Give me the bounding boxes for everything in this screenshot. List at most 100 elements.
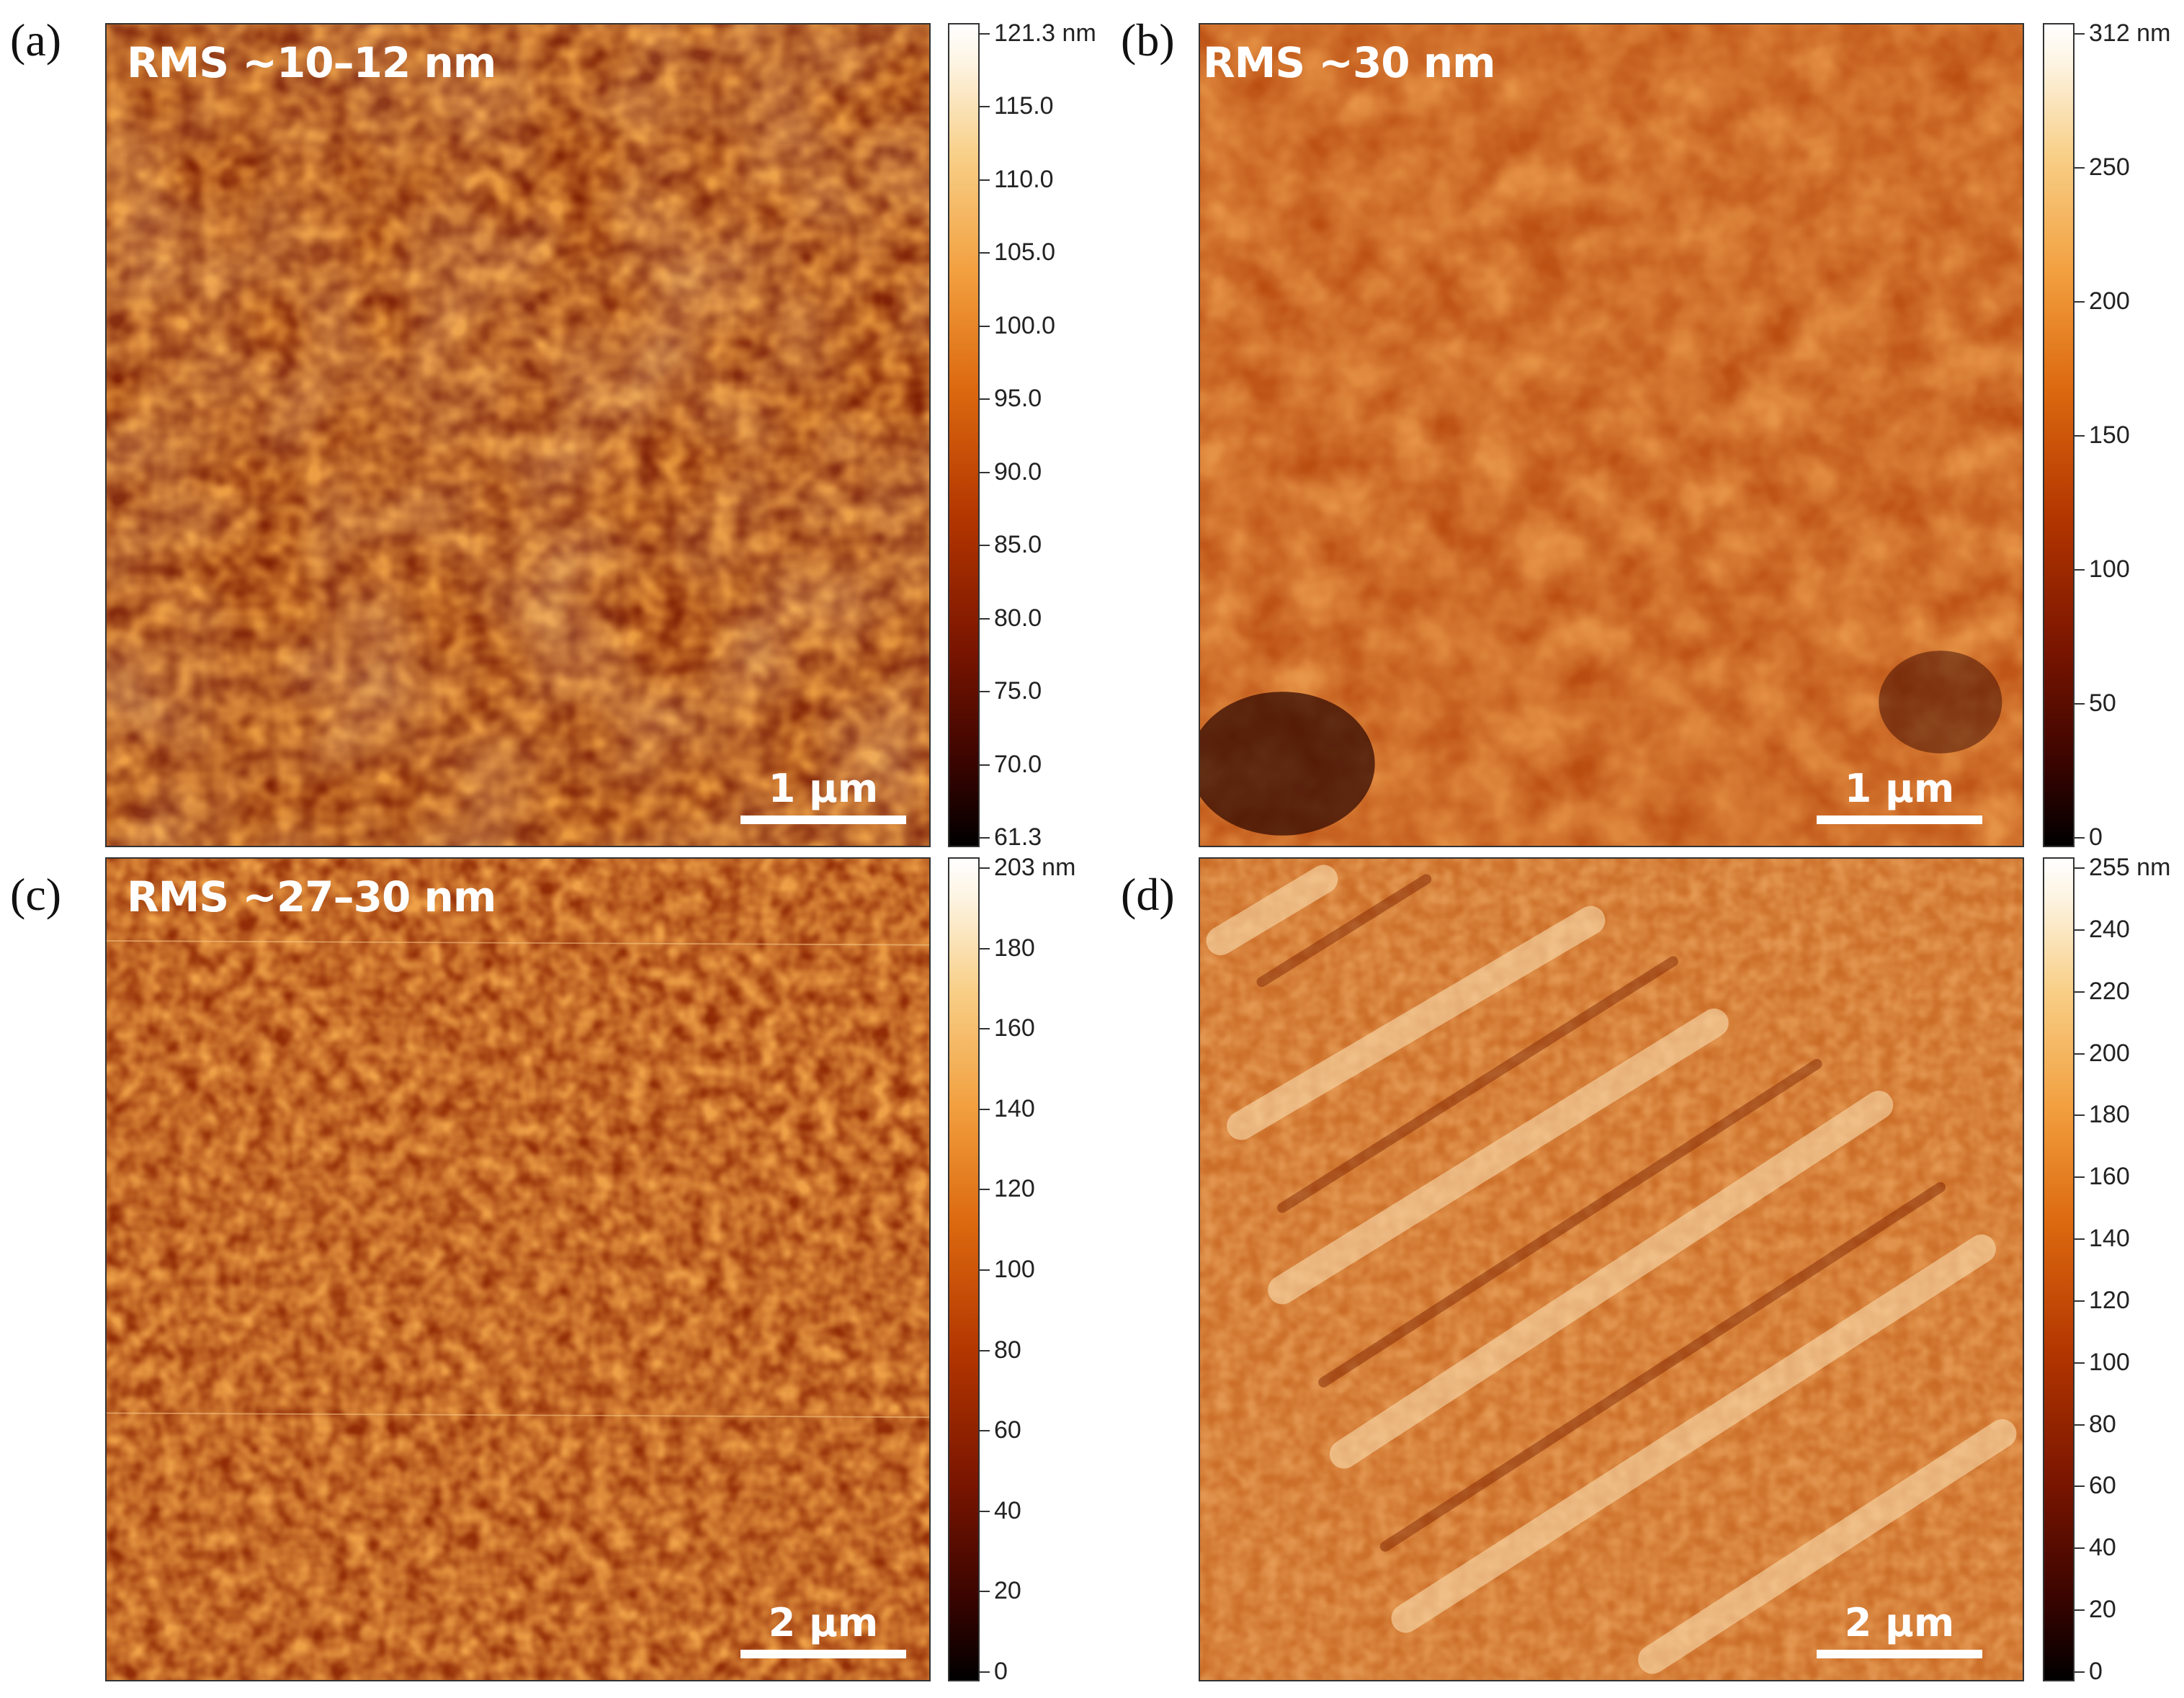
colorbar-tick-label: 180: [2089, 1101, 2130, 1129]
panel-b-letter: (b): [1121, 14, 1175, 66]
colorbar-tick-label: 121.3 nm: [994, 19, 1096, 47]
colorbar-tick-label: 80.0: [994, 604, 1042, 632]
panel-a-letter: (a): [10, 14, 62, 66]
rms-label-a: RMS ~10–12 nm: [127, 38, 496, 87]
colorbar-a: [948, 23, 980, 847]
scale-bar-b: [1817, 816, 1982, 824]
colorbar-tick-label: 115.0: [994, 92, 1054, 120]
colorbar-tick: [2075, 435, 2085, 437]
colorbar-tick-label: 140: [2089, 1225, 2130, 1253]
colorbar-tick: [980, 1591, 990, 1593]
afm-topography-d: [1200, 859, 2023, 1680]
colorbar-tick-label: 61.3: [994, 823, 1042, 851]
colorbar-tick: [2075, 301, 2085, 303]
colorbar-tick: [980, 179, 990, 181]
colorbar-tick: [980, 1430, 990, 1432]
colorbar-tick: [2075, 1547, 2085, 1550]
colorbar-tick: [980, 1269, 990, 1271]
colorbar-tick: [2075, 1362, 2085, 1364]
colorbar-b: [2043, 23, 2075, 847]
colorbar-tick: [980, 545, 990, 547]
colorbar-tick-label: 120: [2089, 1286, 2130, 1314]
rms-label-b: RMS ~30 nm: [1203, 38, 1496, 87]
colorbar-tick: [2075, 1238, 2085, 1241]
colorbar-tick: [980, 1189, 990, 1191]
colorbar-tick: [980, 471, 990, 473]
colorbar-tick: [2075, 1114, 2085, 1117]
colorbar-tick-label: 60: [994, 1416, 1021, 1444]
rms-label-c: RMS ~27–30 nm: [127, 872, 496, 921]
colorbar-tick-label: 203 nm: [994, 854, 1076, 881]
colorbar-d: [2043, 857, 2075, 1681]
scale-label-a: 1 μm: [768, 766, 879, 811]
colorbar-tick-label: 312 nm: [2089, 19, 2171, 47]
colorbar-tick-label: 40: [994, 1496, 1021, 1524]
colorbar-tick: [980, 617, 990, 620]
scale-label-b: 1 μm: [1844, 766, 1955, 811]
colorbar-tick-label: 140: [994, 1094, 1035, 1122]
colorbar-tick: [2075, 569, 2085, 571]
colorbar-tick-label: 200: [2089, 1039, 2130, 1067]
colorbar-tick-label: 100: [994, 1256, 1035, 1283]
colorbar-tick-label: 160: [994, 1014, 1035, 1042]
colorbar-tick-label: 100: [2089, 1348, 2130, 1376]
colorbar-tick: [2075, 929, 2085, 931]
colorbar-tick-label: 240: [2089, 915, 2130, 943]
afm-image-d: 2 μm: [1199, 857, 2024, 1681]
colorbar-tick-label: 95.0: [994, 385, 1042, 413]
colorbar-tick-label: 20: [2089, 1596, 2116, 1624]
colorbar-tick: [2075, 1176, 2085, 1179]
colorbar-tick-label: 150: [2089, 421, 2130, 449]
colorbar-tick: [2075, 1485, 2085, 1488]
colorbar-tick: [980, 325, 990, 327]
colorbar-tick: [2075, 837, 2085, 839]
scale-bar-d: [1817, 1650, 1982, 1658]
scale-bar-c: [740, 1650, 906, 1658]
colorbar-tick: [980, 867, 990, 869]
colorbar-tick: [980, 1510, 990, 1512]
colorbar-tick: [980, 33, 990, 35]
colorbar-tick: [2075, 1300, 2085, 1302]
colorbar-tick: [980, 1671, 990, 1673]
afm-image-b: RMS ~30 nm 1 μm: [1199, 23, 2024, 847]
colorbar-tick-label: 0: [2089, 823, 2103, 851]
colorbar-tick: [2075, 1053, 2085, 1055]
colorbar-tick-label: 200: [2089, 287, 2130, 315]
colorbar-tick: [2075, 1424, 2085, 1426]
colorbar-tick: [980, 947, 990, 949]
panel-c-letter: (c): [10, 869, 62, 920]
colorbar-tick-label: 250: [2089, 153, 2130, 181]
colorbar-tick-label: 160: [2089, 1163, 2130, 1191]
colorbar-tick-label: 40: [2089, 1534, 2116, 1562]
colorbar-tick-label: 0: [2089, 1658, 2103, 1685]
colorbar-tick: [2075, 1609, 2085, 1612]
colorbar-tick-label: 80: [2089, 1410, 2116, 1438]
colorbar-tick-label: 180: [994, 934, 1035, 962]
colorbar-tick: [980, 1349, 990, 1351]
panel-d-letter: (d): [1121, 869, 1175, 920]
colorbar-tick-label: 70.0: [994, 750, 1042, 778]
colorbar-tick: [980, 398, 990, 401]
colorbar-tick-label: 60: [2089, 1472, 2116, 1500]
colorbar-tick-label: 105.0: [994, 238, 1056, 267]
colorbar-tick: [980, 837, 990, 839]
colorbar-c: [948, 857, 980, 1681]
colorbar-tick: [2075, 703, 2085, 705]
scale-bar-a: [740, 816, 906, 824]
colorbar-tick: [2075, 867, 2085, 869]
colorbar-tick-label: 255 nm: [2089, 854, 2171, 881]
afm-topography-c: [107, 859, 929, 1680]
colorbar-tick-label: 80: [994, 1336, 1021, 1364]
colorbar-tick: [980, 252, 990, 254]
colorbar-tick: [980, 1108, 990, 1110]
colorbar-tick: [980, 1028, 990, 1030]
colorbar-tick-label: 20: [994, 1577, 1021, 1605]
scale-label-c: 2 μm: [768, 1600, 879, 1645]
colorbar-tick: [2075, 991, 2085, 993]
afm-topography-a: [107, 24, 929, 846]
colorbar-tick-label: 75.0: [994, 677, 1042, 705]
colorbar-tick-label: 100.0: [994, 311, 1056, 339]
colorbar-tick: [980, 106, 990, 108]
afm-image-c: RMS ~27–30 nm 2 μm: [105, 857, 931, 1681]
colorbar-tick: [2075, 1671, 2085, 1673]
